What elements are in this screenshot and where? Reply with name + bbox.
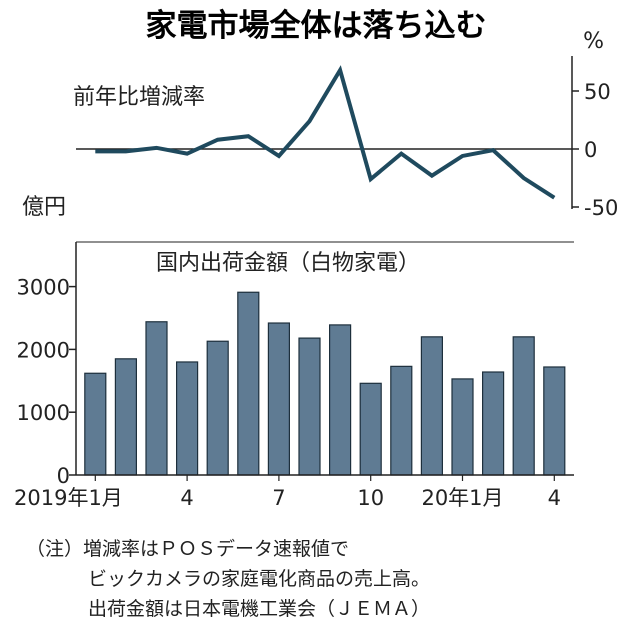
bar [267,322,290,476]
line-chart-label: 前年比増減率 [73,85,205,110]
line-y-tick-label: 50 [584,80,611,104]
line-chart: 50 0 -50 [76,56,618,220]
bar [114,358,138,476]
chart-title: 家電市場全体は落ち込む [146,8,487,44]
bar [512,336,535,476]
bar [482,371,505,476]
bar-unit-label: 億円 [22,195,66,220]
bar [298,337,321,476]
line-series [95,65,556,200]
bar [543,366,566,476]
bar [359,382,382,476]
bar-x-tick-label: 4 [548,486,561,510]
bar-y-tick-label: 3000 [17,276,70,300]
bar-y-tick-label: 0 [57,464,70,488]
bar [176,361,199,476]
bar-x-tick-label: 7 [272,486,285,510]
bar [84,372,107,476]
bar-y-tick-label: 2000 [17,338,70,362]
note-line-3: 出荷金額は日本電機工業会（ＪＥＭＡ） [88,598,430,620]
bar [390,365,413,476]
bar [451,378,474,476]
bar-chart-label: 国内出荷金額（白物家電） [156,251,420,276]
bar-x-tick-label: 20年1月 [421,486,503,510]
bar-x-tick-label: 10 [357,486,384,510]
bar [145,321,168,476]
bar-x-tick-label: 2019年1月 [14,486,123,510]
bar-chart: 0 1000 2000 3000 2019年1月 4 7 10 20年1月 4 [14,241,574,510]
note-line-1: （注）増減率はＰＯＳデータ速報値で [26,538,349,560]
bar [420,336,443,476]
line-y-tick-label: 0 [584,138,597,162]
line-unit-label: % [583,29,604,54]
bar-x-tick-label: 4 [180,486,193,510]
bar [206,340,229,476]
bar [237,291,260,476]
bar-y-tick-label: 1000 [17,401,70,425]
line-y-tick-label: -50 [584,196,618,220]
bar [329,324,352,476]
note-line-2: ビックカメラの家庭電化商品の売上高。 [88,568,430,590]
